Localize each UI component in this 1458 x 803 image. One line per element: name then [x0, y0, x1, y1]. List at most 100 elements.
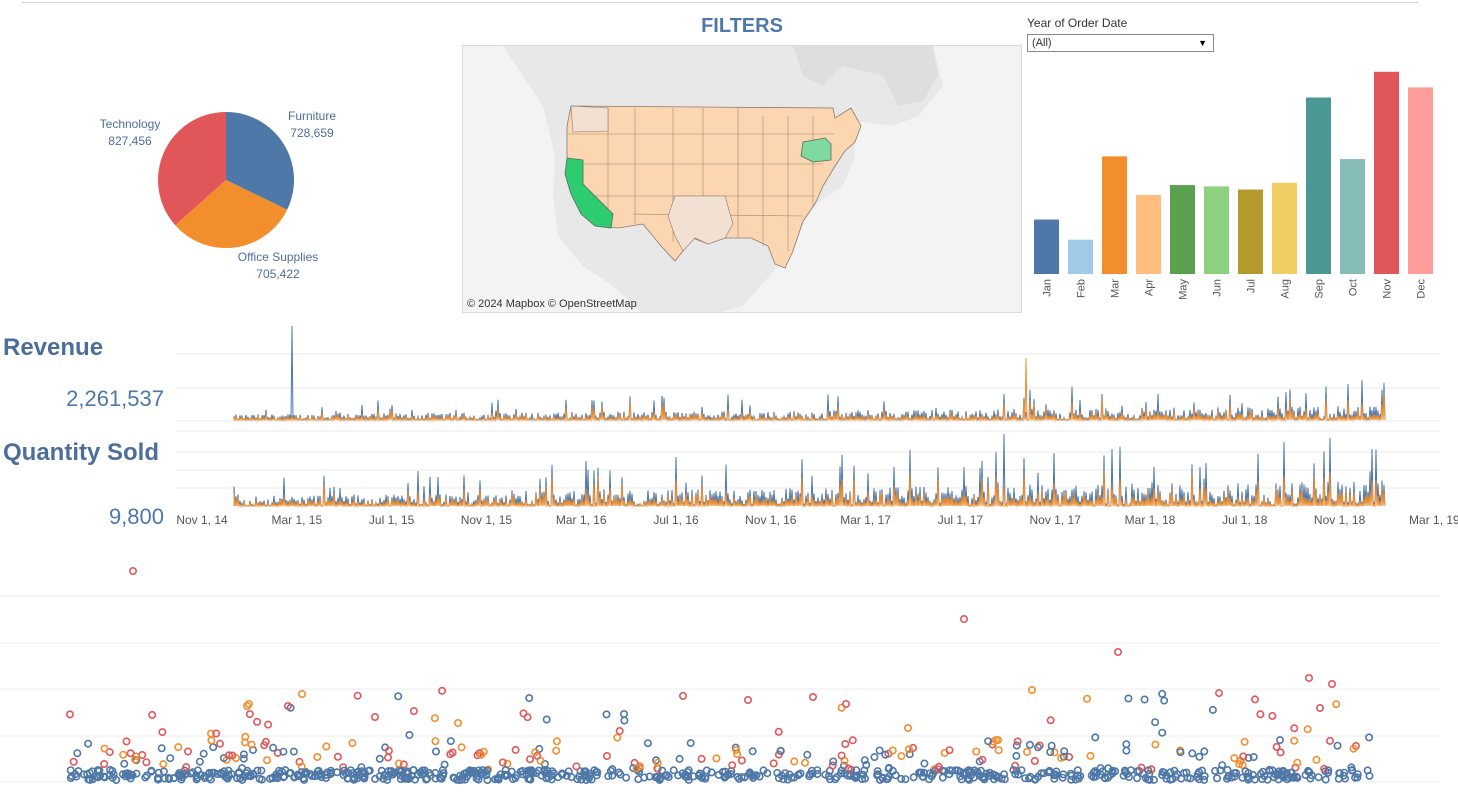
- scatter-point[interactable]: [613, 733, 622, 742]
- scatter-point[interactable]: [1260, 772, 1269, 781]
- scatter-point[interactable]: [1073, 766, 1082, 775]
- scatter-point[interactable]: [652, 773, 661, 782]
- scatter-point[interactable]: [1333, 741, 1342, 750]
- scatter-point[interactable]: [905, 750, 914, 759]
- scatter-point[interactable]: [1238, 773, 1247, 782]
- scatter-point[interactable]: [430, 714, 439, 723]
- month-bar-jun[interactable]: [1204, 186, 1229, 274]
- scatter-point[interactable]: [1235, 760, 1244, 769]
- scatter-point[interactable]: [394, 759, 403, 768]
- scatter-point[interactable]: [951, 766, 960, 775]
- orders-scatter-plot[interactable]: [0, 548, 1440, 798]
- scatter-point[interactable]: [353, 774, 362, 783]
- scatter-point[interactable]: [174, 743, 183, 752]
- scatter-point[interactable]: [1122, 740, 1131, 749]
- scatter-point[interactable]: [997, 774, 1006, 783]
- scatter-point[interactable]: [783, 775, 792, 784]
- scatter-point[interactable]: [245, 710, 254, 719]
- scatter-point[interactable]: [1193, 773, 1202, 782]
- scatter-point[interactable]: [862, 761, 871, 770]
- scatter-point[interactable]: [439, 769, 448, 778]
- scatter-point[interactable]: [1251, 695, 1260, 704]
- state-new-york[interactable]: [800, 137, 832, 163]
- scatter-point[interactable]: [1074, 774, 1083, 783]
- scatter-point[interactable]: [695, 769, 704, 778]
- scatter-point[interactable]: [860, 756, 869, 765]
- scatter-point[interactable]: [166, 754, 175, 763]
- scatter-point[interactable]: [674, 771, 683, 780]
- scatter-point[interactable]: [759, 766, 768, 775]
- scatter-point[interactable]: [380, 771, 389, 780]
- scatter-point[interactable]: [689, 772, 698, 781]
- scatter-point[interactable]: [632, 764, 641, 773]
- scatter-point[interactable]: [1057, 753, 1066, 762]
- scatter-point[interactable]: [897, 752, 906, 761]
- scatter-point[interactable]: [1035, 741, 1044, 750]
- scatter-point[interactable]: [1351, 773, 1360, 782]
- scatter-point[interactable]: [346, 766, 355, 775]
- scatter-point[interactable]: [909, 773, 918, 782]
- scatter-point[interactable]: [1050, 748, 1059, 757]
- scatter-point-outlier[interactable]: [959, 615, 968, 624]
- scatter-point[interactable]: [564, 767, 573, 776]
- scatter-point[interactable]: [901, 775, 910, 784]
- scatter-point[interactable]: [1119, 771, 1128, 780]
- scatter-point[interactable]: [446, 737, 455, 746]
- scatter-point[interactable]: [1320, 764, 1329, 773]
- scatter-point[interactable]: [552, 746, 561, 755]
- scatter-point[interactable]: [178, 773, 187, 782]
- scatter-point[interactable]: [1031, 775, 1040, 784]
- scatter-point[interactable]: [1321, 775, 1330, 784]
- scatter-point[interactable]: [1276, 736, 1285, 745]
- scatter-point[interactable]: [769, 759, 778, 768]
- category-pie-chart[interactable]: Technology 827,456 Furniture 728,659 Off…: [100, 100, 340, 290]
- scatter-point[interactable]: [1276, 748, 1285, 757]
- scatter-point[interactable]: [904, 745, 913, 754]
- scatter-point[interactable]: [678, 769, 687, 778]
- map-attribution[interactable]: © 2024 Mapbox © OpenStreetMap: [467, 298, 637, 310]
- scatter-point[interactable]: [1211, 766, 1220, 775]
- scatter-point[interactable]: [257, 766, 266, 775]
- scatter-point[interactable]: [501, 766, 510, 775]
- scatter-point[interactable]: [1158, 689, 1167, 698]
- scatter-point[interactable]: [629, 764, 638, 773]
- scatter-point[interactable]: [131, 755, 140, 764]
- scatter-point[interactable]: [1177, 774, 1186, 783]
- scatter-point[interactable]: [1012, 741, 1021, 750]
- scatter-point[interactable]: [71, 770, 80, 779]
- scatter-point[interactable]: [473, 751, 482, 760]
- scatter-point[interactable]: [1293, 773, 1302, 782]
- scatter-point[interactable]: [733, 750, 742, 759]
- scatter-point[interactable]: [225, 751, 234, 760]
- scatter-point[interactable]: [306, 770, 315, 779]
- state-texas[interactable]: [667, 195, 734, 252]
- scatter-point[interactable]: [1208, 705, 1217, 714]
- scatter-point[interactable]: [1200, 747, 1209, 756]
- scatter-point[interactable]: [712, 754, 721, 763]
- scatter-point[interactable]: [1249, 753, 1258, 762]
- scatter-point[interactable]: [1290, 736, 1299, 745]
- scatter-point[interactable]: [828, 761, 837, 770]
- scatter-point[interactable]: [562, 771, 571, 780]
- scatter-point[interactable]: [384, 746, 393, 755]
- scatter-point[interactable]: [1268, 766, 1277, 775]
- scatter-point[interactable]: [675, 754, 684, 763]
- scatter-point[interactable]: [1284, 773, 1293, 782]
- scatter-point[interactable]: [1239, 752, 1248, 761]
- scatter-point[interactable]: [994, 746, 1003, 755]
- scatter-point[interactable]: [1195, 752, 1204, 761]
- month-bar-aug[interactable]: [1272, 182, 1297, 274]
- scatter-point[interactable]: [1332, 700, 1341, 709]
- scatter-point-outlier[interactable]: [1028, 686, 1037, 695]
- scatter-point[interactable]: [1151, 718, 1160, 727]
- scatter-point-outlier[interactable]: [297, 690, 306, 699]
- scatter-point[interactable]: [852, 766, 861, 775]
- scatter-point[interactable]: [227, 770, 236, 779]
- scatter-point[interactable]: [216, 739, 225, 748]
- scatter-point[interactable]: [956, 772, 965, 781]
- scatter-point[interactable]: [1011, 761, 1020, 770]
- scatter-point[interactable]: [388, 770, 397, 779]
- scatter-point[interactable]: [1200, 772, 1209, 781]
- scatter-point[interactable]: [280, 772, 289, 781]
- scatter-point-outlier[interactable]: [1316, 704, 1325, 713]
